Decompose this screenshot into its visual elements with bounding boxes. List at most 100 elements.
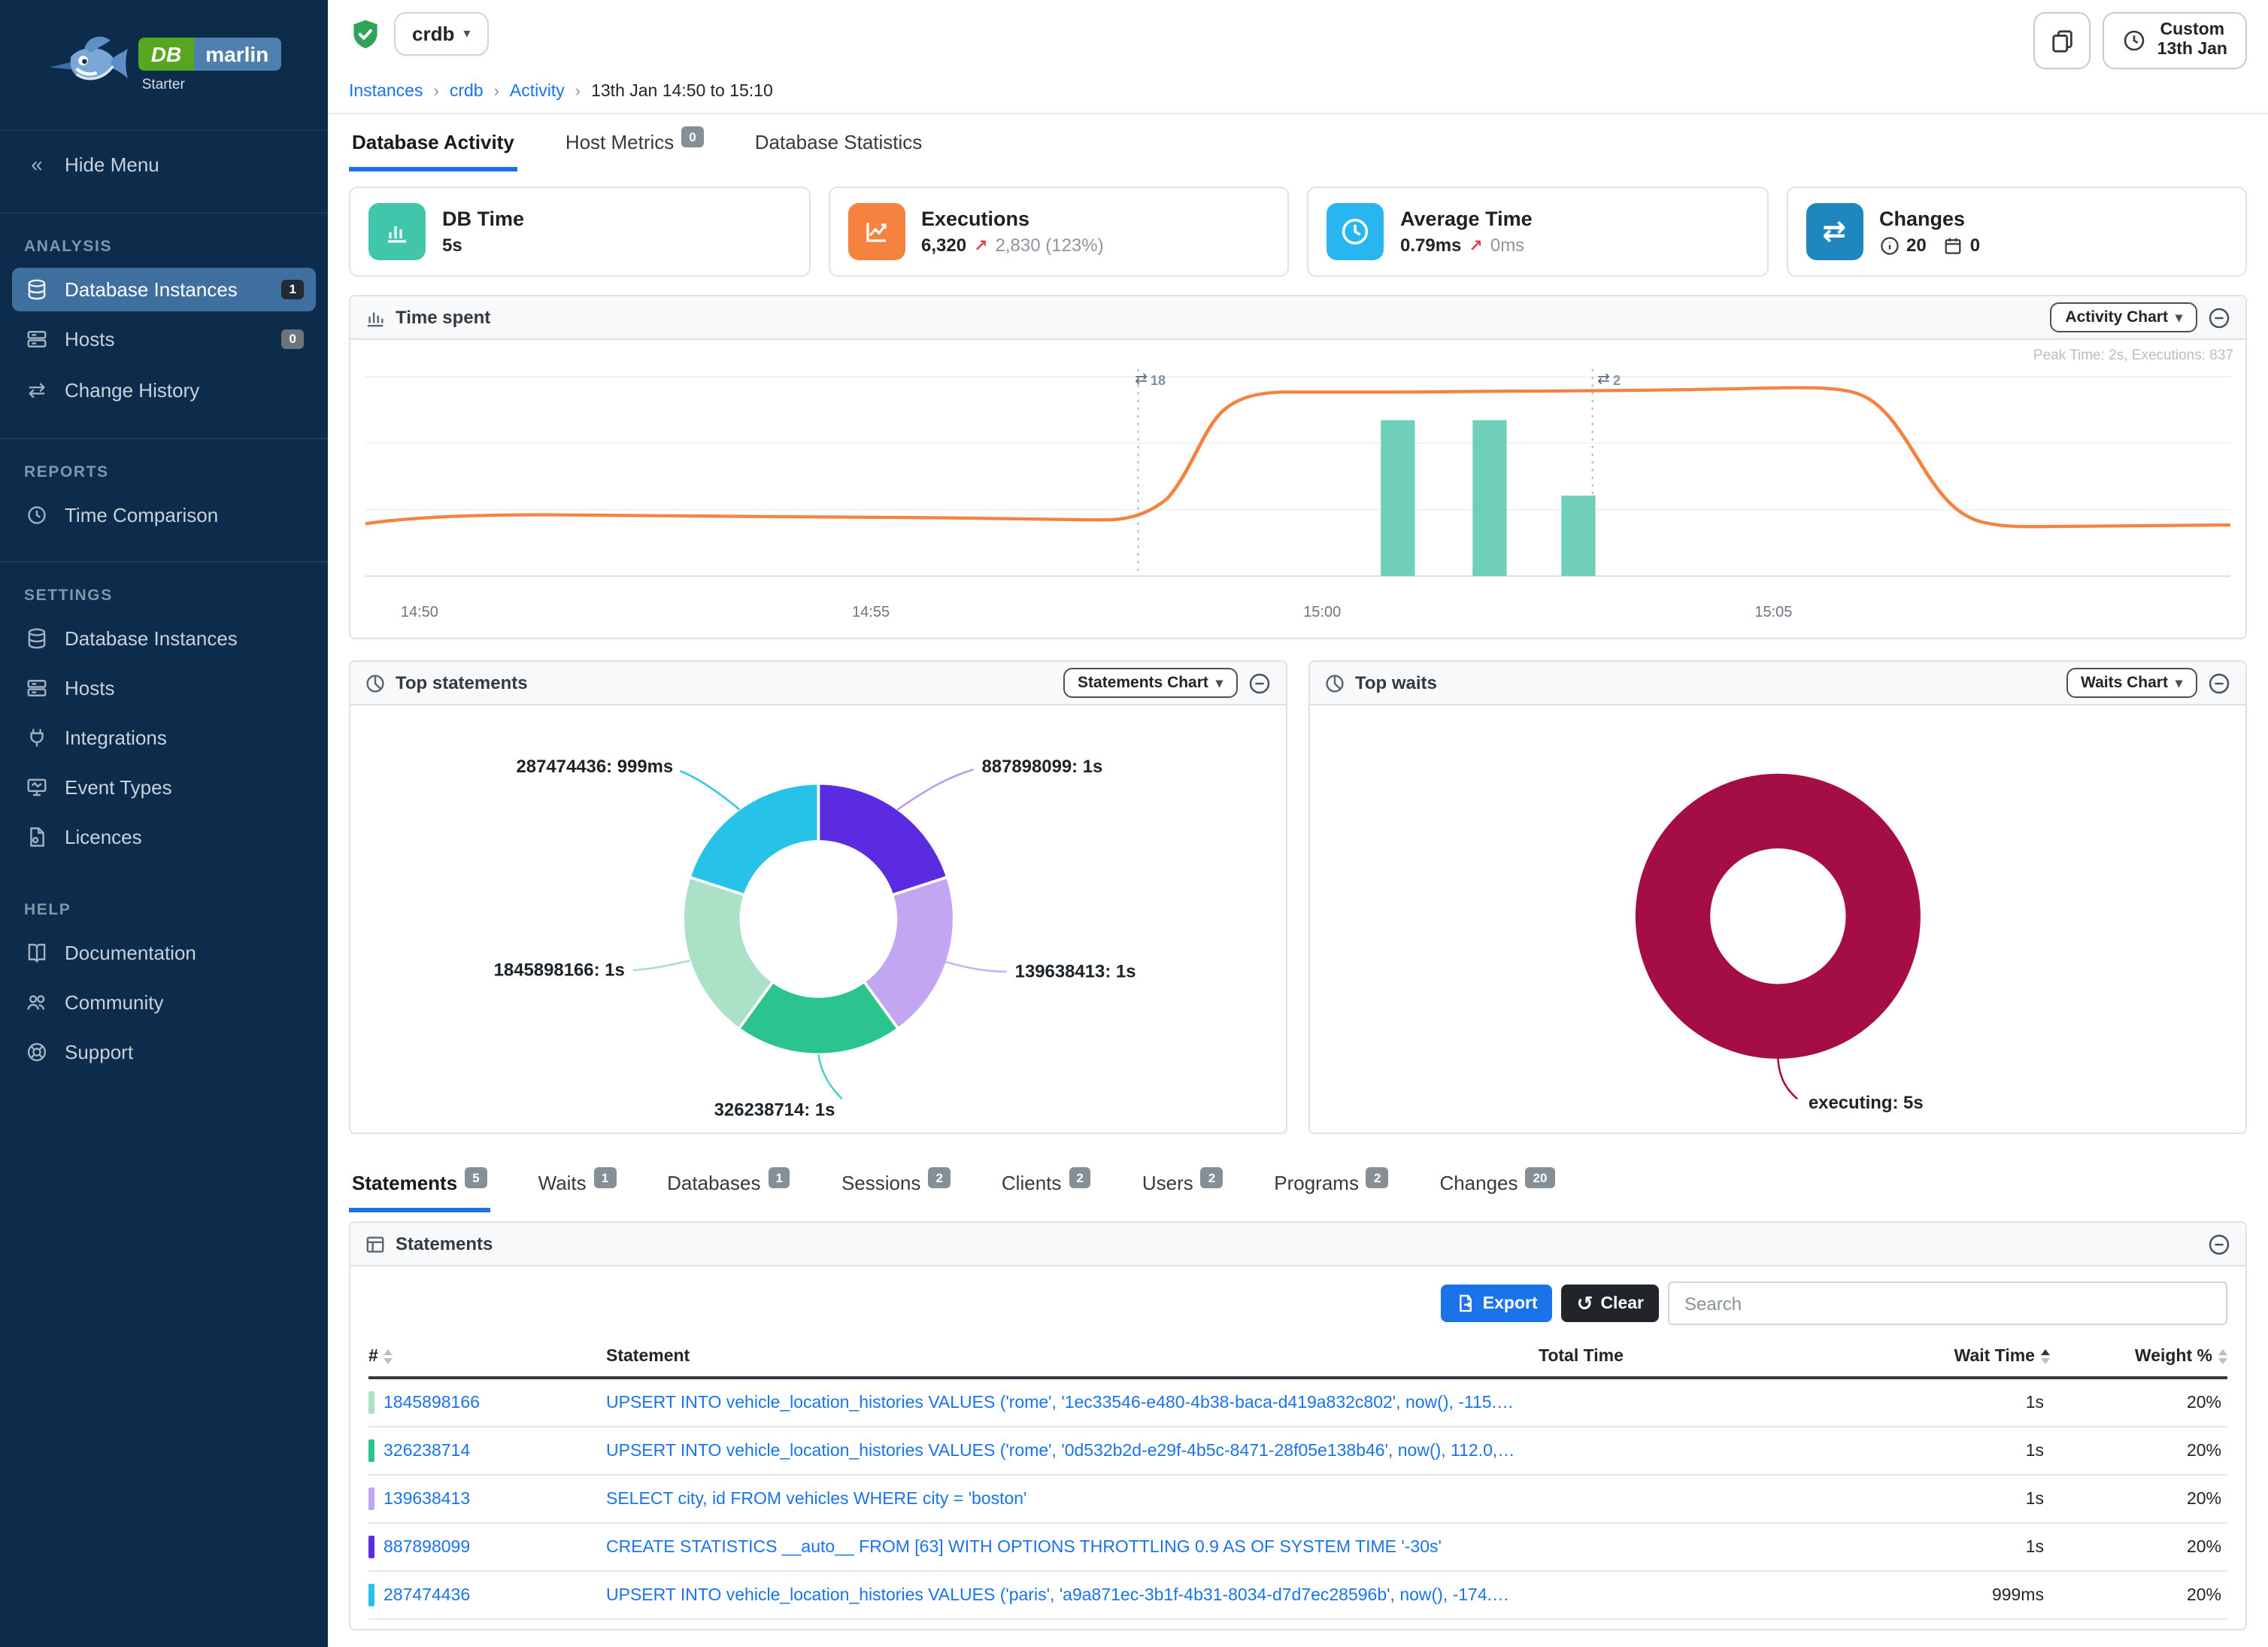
- pie-chart-icon: [365, 673, 385, 693]
- divider: [0, 212, 328, 214]
- divider: [0, 438, 328, 439]
- waits-chart-selector[interactable]: Waits Chart ▾: [2066, 668, 2197, 698]
- sidebar-item-change-history[interactable]: ⇄ Change History: [0, 364, 328, 417]
- count-badge: 0: [281, 329, 304, 349]
- donut-segment-1845898166[interactable]: [681, 875, 775, 1031]
- tab-database-activity[interactable]: Database Activity: [349, 114, 517, 171]
- donut-segment-executing[interactable]: [1635, 773, 1921, 1059]
- card-average-time: Average Time 0.79ms ↗ 0ms: [1307, 187, 1768, 277]
- tab-clients[interactable]: Clients 2: [999, 1155, 1094, 1212]
- sidebar-item-support[interactable]: Support: [0, 1027, 328, 1077]
- card-value: 5s: [442, 235, 462, 256]
- statement-link[interactable]: SELECT city, id FROM vehicles WHERE city…: [606, 1490, 1027, 1508]
- sidebar-item-community[interactable]: Community: [0, 978, 328, 1027]
- x-axis-ticks: 14:50 14:55 15:00 15:05: [365, 605, 2230, 629]
- statement-color-chip: [368, 1391, 374, 1414]
- sidebar-item-licences[interactable]: Licences: [0, 812, 328, 862]
- sidebar-item-settings-database-instances[interactable]: Database Instances: [0, 614, 328, 663]
- section-reports: REPORTS: [24, 463, 109, 481]
- breadcrumb-instances[interactable]: Instances: [349, 83, 423, 101]
- sidebar-item-label: Time Comparison: [65, 504, 219, 526]
- statement-id-link[interactable]: 139638413: [384, 1490, 471, 1508]
- column-header-weight[interactable]: Weight %: [2050, 1348, 2227, 1366]
- tab-waits[interactable]: Waits 1: [535, 1155, 620, 1212]
- collapse-panel-button[interactable]: [2208, 1233, 2230, 1255]
- executions-bar[interactable]: [1381, 420, 1415, 577]
- breadcrumb-activity[interactable]: Activity: [509, 83, 565, 101]
- statement-id-link[interactable]: 326238714: [384, 1442, 471, 1460]
- peak-note: Peak Time: 2s, Executions: 837: [2033, 347, 2233, 364]
- export-button[interactable]: Export: [1440, 1285, 1553, 1322]
- change-annotation[interactable]: ⇄ 18: [1135, 372, 1166, 388]
- tab-programs[interactable]: Programs 2: [1271, 1155, 1391, 1212]
- statements-panel: Statements Export ↺ Clear: [349, 1221, 2247, 1630]
- time-spent-chart: ⇄ 18 ⇄ 2: [350, 364, 2245, 602]
- dbmarlin-logo[interactable]: DB marlin Starter: [0, 0, 328, 114]
- donut-segment-139638413[interactable]: [861, 875, 956, 1031]
- column-header-total-time[interactable]: Total Time: [1539, 1348, 1624, 1366]
- collapse-panel-button[interactable]: [2208, 306, 2230, 329]
- calendar-icon: [1943, 235, 1963, 255]
- statement-id-link[interactable]: 1845898166: [384, 1394, 480, 1412]
- sidebar-item-time-comparison[interactable]: Time Comparison: [0, 490, 328, 540]
- time-range-line2: 13th Jan: [2157, 41, 2227, 59]
- statement-link[interactable]: UPSERT INTO vehicle_location_histories V…: [606, 1394, 1539, 1412]
- collapse-panel-button[interactable]: [1248, 672, 1271, 694]
- tab-statements[interactable]: Statements 5: [349, 1155, 490, 1212]
- statement-link[interactable]: UPSERT INTO vehicle_location_histories V…: [606, 1586, 1539, 1604]
- copy-link-button[interactable]: [2033, 12, 2091, 69]
- column-header-statement[interactable]: Statement: [606, 1348, 690, 1366]
- statement-color-chip: [368, 1536, 374, 1558]
- sidebar-item-label: Licences: [65, 826, 142, 848]
- instance-selector[interactable]: crdb ▾: [394, 12, 489, 56]
- column-header-id[interactable]: #: [368, 1348, 606, 1366]
- tab-users[interactable]: Users 2: [1139, 1155, 1226, 1212]
- breadcrumb-crdb[interactable]: crdb: [449, 83, 484, 101]
- tab-database-statistics[interactable]: Database Statistics: [754, 131, 923, 153]
- statement-link[interactable]: UPSERT INTO vehicle_location_histories V…: [606, 1442, 1538, 1460]
- count-badge: 1: [281, 280, 304, 299]
- hide-menu-button[interactable]: « Hide Menu: [0, 131, 328, 197]
- brand-marlin: marlin: [193, 37, 281, 70]
- sidebar-item-documentation[interactable]: Documentation: [0, 928, 328, 978]
- tab-host-metrics[interactable]: Host Metrics 0: [562, 114, 707, 171]
- executions-bar[interactable]: [1472, 420, 1507, 577]
- change-annotation[interactable]: ⇄ 2: [1597, 372, 1621, 388]
- undo-icon: ↺: [1576, 1292, 1593, 1315]
- tab-databases[interactable]: Databases 1: [664, 1155, 793, 1212]
- x-tick: 15:05: [1754, 605, 1793, 621]
- time-range-button[interactable]: Custom 13th Jan: [2103, 12, 2247, 69]
- database-icon: [24, 278, 50, 301]
- statement-id-link[interactable]: 287474436: [384, 1586, 471, 1604]
- card-executions: Executions 6,320 ↗ 2,830 (123%): [828, 187, 1289, 277]
- sort-icon: [2218, 1349, 2227, 1364]
- page-header: crdb ▾ Custom 13th Jan: [328, 0, 2268, 113]
- card-title: Executions: [921, 208, 1030, 230]
- sidebar-item-integrations[interactable]: Integrations: [0, 713, 328, 763]
- sidebar-item-database-instances[interactable]: Database Instances 1: [12, 268, 316, 311]
- sidebar-item-event-types[interactable]: Event Types: [0, 763, 328, 812]
- clear-button[interactable]: ↺ Clear: [1561, 1285, 1659, 1322]
- sidebar-item-settings-hosts[interactable]: Hosts: [0, 663, 328, 713]
- collapse-panel-button[interactable]: [2208, 672, 2230, 694]
- table-row: 287474436 UPSERT INTO vehicle_location_h…: [368, 1572, 2227, 1620]
- donut-segment-887898099[interactable]: [817, 781, 949, 897]
- donut-segment-326238714[interactable]: [736, 979, 900, 1057]
- executions-bar[interactable]: [1561, 495, 1596, 577]
- column-header-wait-time[interactable]: Wait Time: [1681, 1348, 2050, 1366]
- activity-chart-selector[interactable]: Activity Chart ▾: [2050, 302, 2197, 332]
- donut-segment-287474436[interactable]: [687, 781, 820, 897]
- export-icon: [1459, 1294, 1472, 1312]
- sidebar-item-hosts[interactable]: Hosts 0: [0, 314, 328, 364]
- tab-badge: 2: [1069, 1167, 1091, 1188]
- statements-chart-selector[interactable]: Statements Chart ▾: [1063, 668, 1238, 698]
- statement-id-link[interactable]: 887898099: [384, 1538, 471, 1556]
- statement-color-chip: [368, 1584, 374, 1606]
- top-waits-chart: executing: 5s: [1310, 705, 2245, 1133]
- sidebar-item-label: Support: [65, 1041, 134, 1063]
- tab-sessions[interactable]: Sessions 2: [838, 1155, 954, 1212]
- search-input[interactable]: [1668, 1282, 2227, 1325]
- statement-link[interactable]: CREATE STATISTICS __auto__ FROM [63] WIT…: [606, 1538, 1442, 1556]
- tab-changes[interactable]: Changes 20: [1436, 1155, 1557, 1212]
- collapse-sidebar-icon: «: [31, 152, 43, 176]
